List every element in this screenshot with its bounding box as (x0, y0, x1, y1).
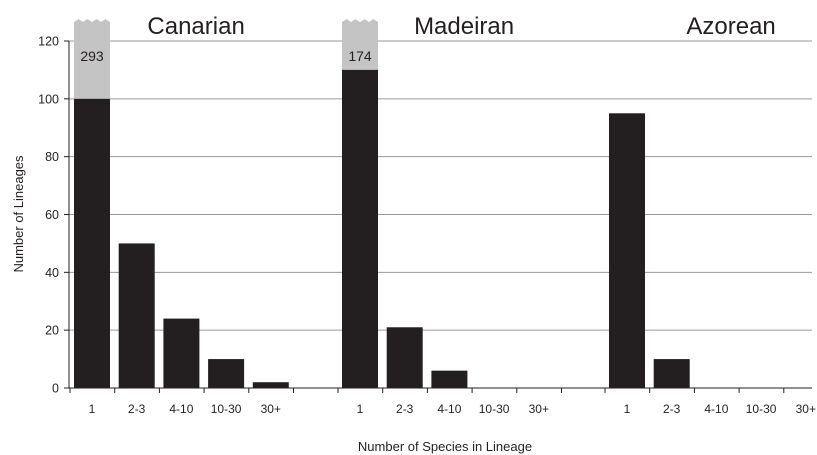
y-axis-label: Number of Lineages (11, 155, 26, 273)
group-title: Madeiran (414, 13, 514, 40)
bar (653, 359, 690, 388)
x-tick-label: 1 (357, 402, 364, 416)
bars (74, 19, 690, 389)
bar (431, 370, 468, 388)
x-tick-label: 2-3 (663, 402, 681, 416)
labels: 0 20 40 60 80 100 120 Canarian 293 1 2-3 4-10 10-30 3… (38, 13, 816, 416)
group-title: Canarian (147, 13, 244, 40)
bar (118, 243, 155, 388)
x-tick-label: 2-3 (396, 402, 414, 416)
x-tick-label: 4-10 (169, 402, 193, 416)
x-tick-label: 1 (89, 402, 96, 416)
x-tick-label: 2-3 (128, 402, 146, 416)
bar (609, 113, 645, 389)
x-axis-label: Number of Species in Lineage (358, 439, 532, 454)
bar (342, 69, 378, 389)
bar (163, 318, 200, 388)
x-tick-label: 10-30 (746, 402, 777, 416)
x-tick-label: 30+ (529, 402, 549, 416)
y-tick-label: 60 (45, 208, 59, 222)
gridlines (69, 40, 812, 331)
y-tick-label: 20 (45, 324, 59, 338)
x-tick-label: 4-10 (704, 402, 728, 416)
y-tick-label: 0 (52, 382, 59, 396)
y-tick-label: 100 (38, 92, 59, 106)
x-tick-label: 10-30 (211, 402, 242, 416)
truncated-value-label: 293 (80, 48, 104, 64)
bar (252, 382, 289, 388)
y-tick-label: 120 (38, 35, 59, 49)
x-tick-label: 30+ (261, 402, 281, 416)
x-tick-label: 30+ (796, 402, 816, 416)
axes (64, 40, 812, 393)
bar (386, 327, 423, 388)
x-tick-label: 10-30 (479, 402, 510, 416)
y-tick-label: 80 (45, 150, 59, 164)
x-tick-label: 1 (624, 402, 631, 416)
bar (208, 359, 245, 388)
bar (74, 98, 110, 388)
truncated-value-label: 174 (348, 48, 372, 64)
y-tick-label: 40 (45, 266, 59, 280)
group-title: Azorean (686, 13, 775, 40)
x-tick-label: 4-10 (437, 402, 461, 416)
